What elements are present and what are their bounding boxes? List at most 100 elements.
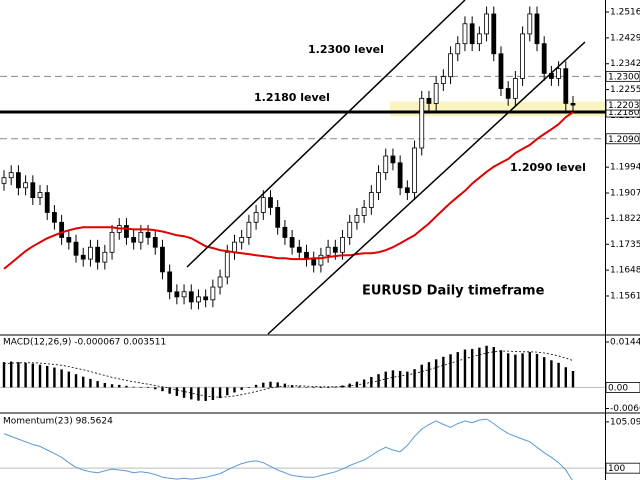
histogram-bar <box>262 382 265 388</box>
candle-body <box>498 53 504 89</box>
histogram-bar <box>334 386 337 388</box>
histogram-bar <box>17 362 20 388</box>
candle-body <box>440 76 446 84</box>
candle-body <box>188 291 194 303</box>
candle-body <box>433 83 439 104</box>
candle-body <box>239 237 245 243</box>
candle-body <box>311 258 317 266</box>
histogram-bar <box>499 350 503 388</box>
candle-body <box>361 207 367 216</box>
candle-body <box>448 53 453 78</box>
candle-body <box>224 251 230 278</box>
histogram-bar <box>118 384 121 388</box>
histogram-bar <box>161 387 164 392</box>
candle-body <box>476 33 482 45</box>
candle-body <box>462 23 468 45</box>
candle-body <box>354 215 360 223</box>
candle-body <box>383 155 389 174</box>
momentum-line <box>3 418 573 480</box>
histogram-bar <box>283 383 287 388</box>
histogram-bar <box>571 371 575 388</box>
histogram-bar <box>434 359 438 388</box>
histogram-bar <box>46 365 49 388</box>
candle-body <box>174 291 180 298</box>
histogram-bar <box>211 387 215 401</box>
histogram-bar <box>449 354 452 388</box>
candle-body <box>332 246 338 253</box>
candle-body <box>570 103 576 106</box>
histogram-bar <box>305 387 308 388</box>
histogram-bar <box>254 384 258 388</box>
candle-body <box>37 192 43 199</box>
histogram-bar <box>146 387 150 389</box>
histogram-bar <box>53 367 56 388</box>
y-tick-label: 0.014405 <box>610 337 640 347</box>
histogram-bar <box>96 381 99 388</box>
candle-body <box>196 296 201 303</box>
candle-body <box>282 226 288 238</box>
y-tick-label: 1.23425 <box>610 59 640 69</box>
histogram-bar <box>550 360 553 388</box>
y-tick-label: 1.17350 <box>610 240 640 250</box>
histogram-bar <box>125 385 128 388</box>
histogram-bar <box>197 387 200 401</box>
y-tick-label: 1.18220 <box>610 214 640 224</box>
histogram-bar <box>377 374 380 388</box>
candle-body <box>347 221 353 238</box>
candle-body <box>512 78 518 99</box>
histogram-bar <box>478 347 481 388</box>
candle-body <box>426 97 432 104</box>
candle-body <box>275 207 281 228</box>
candle-body <box>145 231 151 238</box>
candle-body <box>16 172 21 189</box>
annotation: 1.2090 level <box>510 161 586 174</box>
y-tick-label: -0.00669 <box>610 404 640 414</box>
histogram-bar <box>406 371 409 388</box>
moving-average <box>3 111 574 270</box>
candle-body <box>390 155 396 164</box>
candle-body <box>30 182 36 199</box>
histogram-bar <box>233 387 236 393</box>
candle-body <box>325 246 331 256</box>
histogram-bar <box>312 387 315 389</box>
y-tick-label: 1.22555 <box>610 85 640 95</box>
histogram-bar <box>154 387 157 390</box>
channel-lower <box>267 41 586 335</box>
candle-body <box>109 231 115 253</box>
annotation: 1.2180 level <box>254 91 330 104</box>
histogram-bar <box>506 353 510 388</box>
histogram-bar <box>485 345 488 388</box>
histogram-bar <box>103 382 107 388</box>
candle-body <box>203 296 209 301</box>
channel-upper <box>186 0 466 268</box>
candle-body <box>210 286 216 301</box>
candle-body <box>484 13 489 35</box>
histogram-bar <box>470 348 474 388</box>
histogram-bar <box>218 387 222 399</box>
annotation: 1.2300 level <box>308 43 384 56</box>
histogram-bar <box>290 385 294 388</box>
histogram-bar <box>427 362 431 388</box>
histogram-bar <box>492 347 495 388</box>
histogram-bar <box>31 363 35 388</box>
histogram-bar <box>442 356 445 388</box>
histogram-bar <box>319 387 323 389</box>
y-tick-label: 1.16480 <box>610 266 640 276</box>
histogram-bar <box>10 361 13 388</box>
histogram-bar <box>168 387 171 394</box>
histogram-bar <box>298 386 301 388</box>
candle-body <box>469 23 475 45</box>
panel <box>0 6 605 310</box>
candle-body <box>73 241 79 256</box>
histogram-bar <box>2 362 6 388</box>
candle-body <box>152 237 158 248</box>
histogram-bar <box>348 383 351 388</box>
candle-body <box>52 212 57 223</box>
candle-body <box>160 246 165 273</box>
histogram-bar <box>557 362 560 388</box>
histogram-bar <box>463 349 467 388</box>
histogram-bar <box>384 371 387 388</box>
